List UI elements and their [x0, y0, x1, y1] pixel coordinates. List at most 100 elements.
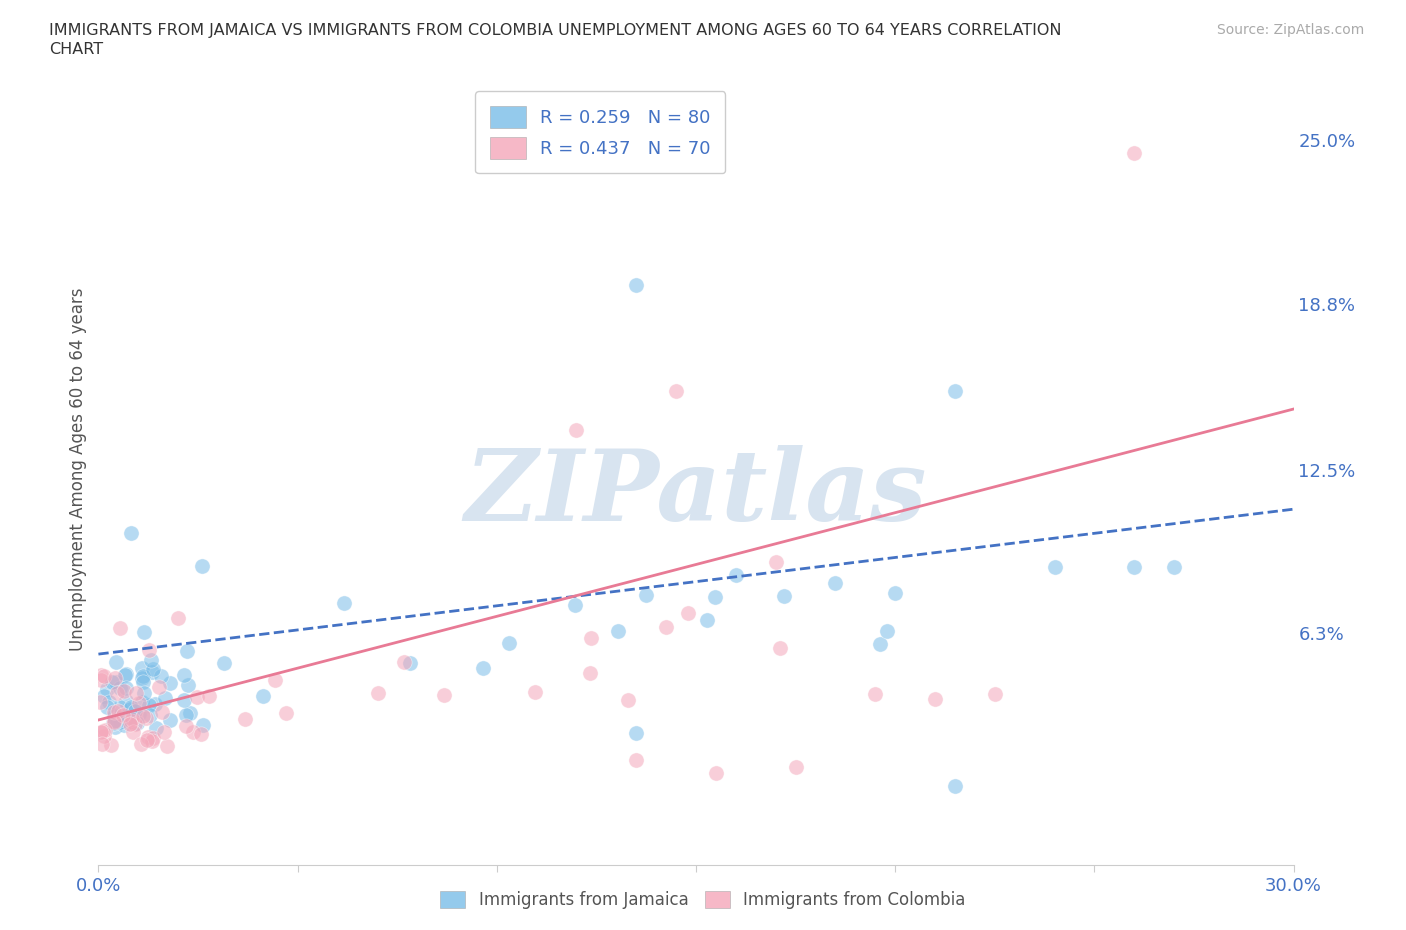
Point — [197, 689, 219, 704]
Point — [869, 636, 891, 651]
Point — [114, 694, 136, 709]
Point — [252, 688, 274, 703]
Point — [124, 716, 146, 731]
Point — [176, 678, 198, 693]
Point — [101, 715, 124, 730]
Point — [96, 699, 118, 714]
Point — [139, 708, 162, 723]
Point — [186, 690, 208, 705]
Text: ZIPatlas: ZIPatlas — [465, 445, 927, 541]
Point — [333, 596, 356, 611]
Point — [132, 669, 155, 684]
Point — [103, 713, 125, 728]
Point — [212, 656, 235, 671]
Point — [665, 383, 688, 398]
Point — [103, 715, 125, 730]
Point — [124, 704, 146, 719]
Point — [176, 644, 198, 658]
Y-axis label: Unemployment Among Ages 60 to 64 years: Unemployment Among Ages 60 to 64 years — [69, 288, 87, 651]
Point — [704, 765, 727, 780]
Point — [105, 713, 128, 728]
Point — [367, 685, 389, 700]
Point — [118, 717, 141, 732]
Point — [153, 691, 176, 706]
Point — [132, 675, 155, 690]
Point — [141, 662, 163, 677]
Point — [399, 656, 422, 671]
Point — [579, 631, 602, 645]
Point — [136, 730, 159, 745]
Point — [148, 679, 170, 694]
Point — [884, 586, 907, 601]
Point — [233, 711, 256, 726]
Point — [1123, 146, 1146, 161]
Point — [112, 684, 135, 698]
Point — [179, 706, 201, 721]
Point — [120, 525, 142, 540]
Point — [132, 709, 155, 724]
Text: IMMIGRANTS FROM JAMAICA VS IMMIGRANTS FROM COLOMBIA UNEMPLOYMENT AMONG AGES 60 T: IMMIGRANTS FROM JAMAICA VS IMMIGRANTS FR… — [49, 23, 1062, 38]
Point — [724, 567, 747, 582]
Point — [104, 671, 127, 685]
Point — [91, 724, 114, 739]
Point — [97, 695, 120, 710]
Point — [120, 699, 142, 714]
Point — [105, 686, 128, 701]
Point — [93, 729, 115, 744]
Point — [90, 724, 112, 739]
Point — [139, 653, 162, 668]
Point — [110, 681, 132, 696]
Point — [138, 698, 160, 712]
Point — [943, 383, 966, 398]
Point — [166, 610, 188, 625]
Point — [135, 711, 157, 725]
Point — [132, 685, 155, 700]
Point — [392, 654, 415, 669]
Point — [173, 667, 195, 682]
Point — [93, 669, 115, 684]
Point — [90, 668, 112, 683]
Point — [153, 724, 176, 739]
Point — [104, 720, 127, 735]
Point — [276, 706, 298, 721]
Text: CHART: CHART — [49, 42, 103, 57]
Point — [141, 734, 163, 749]
Point — [121, 711, 143, 726]
Point — [141, 665, 163, 680]
Point — [181, 724, 204, 739]
Point — [100, 737, 122, 752]
Point — [565, 422, 588, 438]
Point — [498, 635, 520, 650]
Point — [193, 717, 215, 732]
Point — [143, 697, 166, 711]
Point — [114, 710, 136, 724]
Point — [150, 704, 173, 719]
Point — [122, 724, 145, 739]
Point — [131, 660, 153, 675]
Point — [617, 692, 640, 707]
Point — [773, 589, 796, 604]
Point — [138, 643, 160, 658]
Point — [104, 655, 127, 670]
Point — [112, 717, 135, 732]
Point — [433, 687, 456, 702]
Point — [105, 675, 128, 690]
Point — [108, 699, 131, 714]
Point — [785, 760, 807, 775]
Point — [924, 692, 946, 707]
Point — [626, 725, 648, 740]
Point — [865, 686, 887, 701]
Point — [89, 695, 111, 710]
Point — [131, 695, 153, 710]
Point — [190, 559, 212, 574]
Point — [626, 752, 648, 767]
Point — [1163, 560, 1185, 575]
Point — [136, 732, 159, 747]
Point — [107, 704, 129, 719]
Point — [120, 702, 142, 717]
Point — [156, 738, 179, 753]
Point — [824, 576, 846, 591]
Point — [125, 686, 148, 701]
Point — [159, 712, 181, 727]
Point — [876, 623, 898, 638]
